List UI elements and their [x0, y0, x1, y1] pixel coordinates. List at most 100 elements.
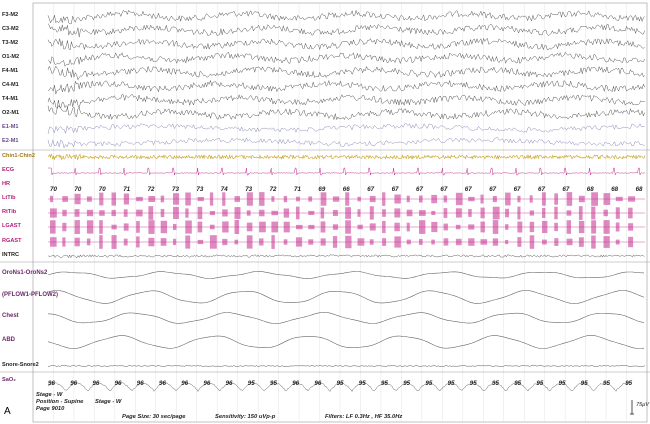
leg-emg-burst [50, 220, 56, 234]
leg-emg-burst [259, 238, 264, 246]
leg-emg-burst [209, 192, 214, 206]
leg-emg-burst [209, 224, 215, 230]
hr-value: 68 [611, 186, 619, 193]
channel-label: ABD [2, 337, 15, 343]
leg-emg-burst [615, 222, 620, 232]
hr-value: 70 [74, 186, 82, 193]
page-size-setting: Page Size: 30 sec/page [122, 414, 186, 420]
leg-emg-burst [222, 238, 228, 246]
leg-emg-burst [173, 206, 179, 219]
sao2-value: 96 [203, 380, 211, 387]
leg-emg-burst [369, 195, 376, 203]
leg-emg-burst [615, 196, 623, 202]
eeg-trace [47, 51, 645, 67]
hr-value: 67 [440, 186, 448, 193]
leg-emg-burst [74, 209, 80, 217]
channel-label: E2-M1 [2, 138, 19, 144]
leg-emg-burst [148, 237, 155, 247]
leg-emg-burst [443, 223, 448, 231]
hr-value: 71 [123, 186, 131, 193]
leg-emg-burst [136, 209, 143, 217]
channel-label: (PFLOW1-PFLOW2) [2, 292, 58, 298]
leg-emg-burst [86, 209, 94, 217]
leg-emg-burst [234, 220, 240, 234]
leg-emg-burst [308, 224, 315, 230]
leg-emg-burst [394, 194, 401, 204]
leg-emg-burst [86, 220, 94, 234]
leg-emg-burst [296, 224, 303, 230]
leg-emg-burst [419, 220, 426, 234]
leg-emg-burst [197, 239, 204, 245]
eeg-trace [47, 79, 645, 95]
sao2-value: 95 [492, 380, 499, 387]
leg-emg-burst [111, 192, 116, 206]
hr-value: 67 [538, 186, 545, 193]
leg-emg-burst [271, 221, 278, 233]
leg-emg-burst [443, 195, 448, 203]
leg-emg-burst [136, 221, 140, 233]
leg-emg-burst [455, 238, 462, 246]
leg-emg-burst [578, 220, 585, 234]
eeg-trace [47, 37, 645, 51]
leg-emg-burst [296, 237, 303, 247]
intercostal-trace [47, 254, 645, 259]
hr-value: 67 [489, 186, 497, 193]
leg-emg-burst [431, 221, 438, 233]
sensitivity-setting: Sensitivity: 150 uVp-p [215, 414, 276, 420]
leg-emg-burst [591, 235, 596, 249]
sao2-value: 96 [314, 380, 322, 387]
sao2-value: 96 [225, 380, 233, 387]
channel-label: T4-M1 [2, 96, 19, 102]
hr-value: 67 [367, 186, 375, 193]
leg-emg-burst [554, 206, 558, 220]
leg-emg-burst [209, 235, 217, 249]
leg-emg-burst [160, 238, 167, 246]
leg-emg-burst [505, 240, 509, 245]
leg-emg-burst [271, 235, 275, 249]
leg-emg-burst [185, 220, 192, 234]
leg-emg-burst [517, 195, 521, 203]
leg-emg-burst [197, 221, 203, 233]
sao2-value: 95 [247, 380, 255, 387]
leg-emg-burst [591, 192, 598, 206]
leg-emg-burst [419, 210, 426, 216]
leg-emg-burst [296, 206, 300, 220]
channel-label: C3-M2 [2, 26, 19, 32]
sao2-value: 95 [558, 380, 566, 387]
respiratory-trace [47, 271, 645, 279]
sao2-value: 95 [336, 380, 344, 387]
leg-emg-burst [382, 209, 386, 217]
channel-label: T3-M2 [2, 40, 19, 46]
leg-emg-burst [603, 220, 610, 234]
leg-emg-burst [99, 235, 103, 249]
leg-emg-burst [86, 238, 91, 246]
leg-emg-burst [578, 237, 584, 247]
channel-label: LtTib [2, 195, 16, 201]
stage-annotation: Stage - W [36, 392, 63, 398]
leg-emg-burst [283, 221, 290, 233]
panel-label: A [4, 406, 11, 417]
channel-label: O1-M2 [2, 54, 20, 60]
leg-emg-burst [566, 210, 572, 216]
leg-emg-burst [566, 238, 573, 246]
leg-emg-burst [542, 239, 547, 245]
leg-emg-burst [99, 192, 104, 206]
leg-emg-burst [505, 192, 511, 206]
amplitude-scale-label: 75μV [636, 402, 650, 408]
sao2-value: 96 [92, 380, 100, 387]
leg-emg-burst [492, 206, 500, 220]
leg-emg-burst [369, 239, 374, 245]
sao2-value: 95 [580, 380, 588, 387]
leg-emg-burst [148, 220, 155, 234]
sao2-value: 95 [536, 380, 544, 387]
leg-emg-burst [259, 221, 266, 233]
hr-value: 69 [318, 186, 326, 193]
sao2-value: 95 [469, 380, 477, 387]
sao2-value: 95 [603, 380, 610, 387]
leg-emg-burst [406, 239, 411, 245]
leg-emg-burst [160, 209, 165, 218]
hr-value: 67 [391, 186, 399, 193]
leg-emg-burst [234, 207, 241, 219]
leg-emg-burst [123, 193, 129, 205]
sao2-value: 95 [270, 380, 277, 387]
